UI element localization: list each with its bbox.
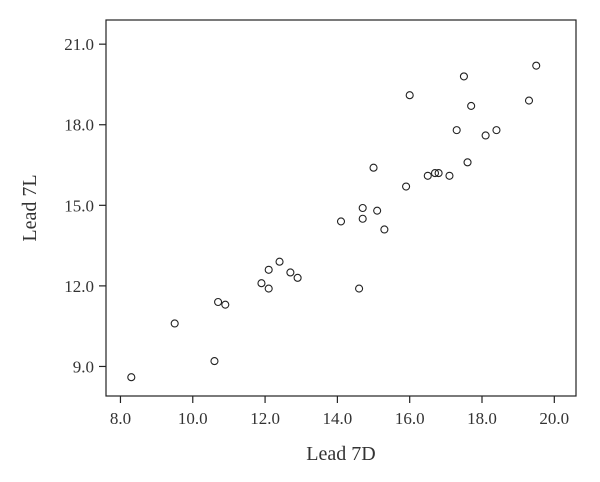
x-tick-label: 18.0 [467, 409, 497, 428]
data-point [369, 163, 378, 172]
data-point [275, 257, 284, 266]
y-tick-label: 18.0 [64, 116, 94, 135]
x-tick-label: 14.0 [323, 409, 353, 428]
data-point [467, 101, 476, 110]
plot-border [105, 19, 577, 397]
data-point [214, 297, 223, 307]
data-point [293, 273, 302, 282]
data-point [524, 96, 534, 105]
x-tick-label: 10.0 [178, 409, 208, 428]
data-point [434, 169, 443, 178]
x-axis-ticks: 8.0 10.0 12.0 14.0 16.0 18.0 20.0 [110, 396, 569, 428]
y-tick-label: 15.0 [64, 196, 94, 215]
data-point [459, 72, 468, 81]
y-tick-label: 21.0 [64, 35, 94, 54]
data-point [355, 284, 364, 293]
x-axis-title: Lead 7D [306, 443, 375, 465]
data-point [445, 171, 454, 180]
y-axis-title: Lead 7L [19, 174, 41, 241]
data-point [373, 206, 382, 215]
data-point [532, 61, 541, 70]
x-tick-label: 20.0 [539, 409, 569, 428]
data-point [221, 300, 230, 309]
data-point [452, 126, 461, 135]
data-point [463, 158, 472, 167]
data-point [358, 203, 367, 213]
data-point [492, 126, 501, 135]
data-point [264, 284, 273, 293]
data-point [402, 182, 411, 191]
x-tick-label: 8.0 [110, 409, 131, 428]
x-tick-label: 16.0 [395, 409, 425, 428]
data-point [170, 319, 179, 328]
data-point [336, 217, 346, 226]
data-point [358, 214, 367, 223]
y-axis-ticks: 9.0 12.0 15.0 18.0 21.0 [64, 35, 106, 376]
y-tick-label: 9.0 [73, 357, 94, 376]
data-point [481, 131, 490, 140]
x-tick-label: 12.0 [250, 409, 280, 428]
data-point [430, 169, 440, 178]
plot-frame [105, 19, 577, 397]
data-point [264, 265, 273, 274]
data-point [257, 279, 266, 288]
y-tick-label: 12.0 [64, 277, 94, 296]
data-point [405, 91, 414, 100]
data-point [210, 357, 219, 366]
data-points [127, 61, 541, 382]
data-point [127, 373, 136, 382]
data-point [380, 225, 389, 234]
data-point [423, 171, 432, 180]
data-point [286, 268, 295, 277]
